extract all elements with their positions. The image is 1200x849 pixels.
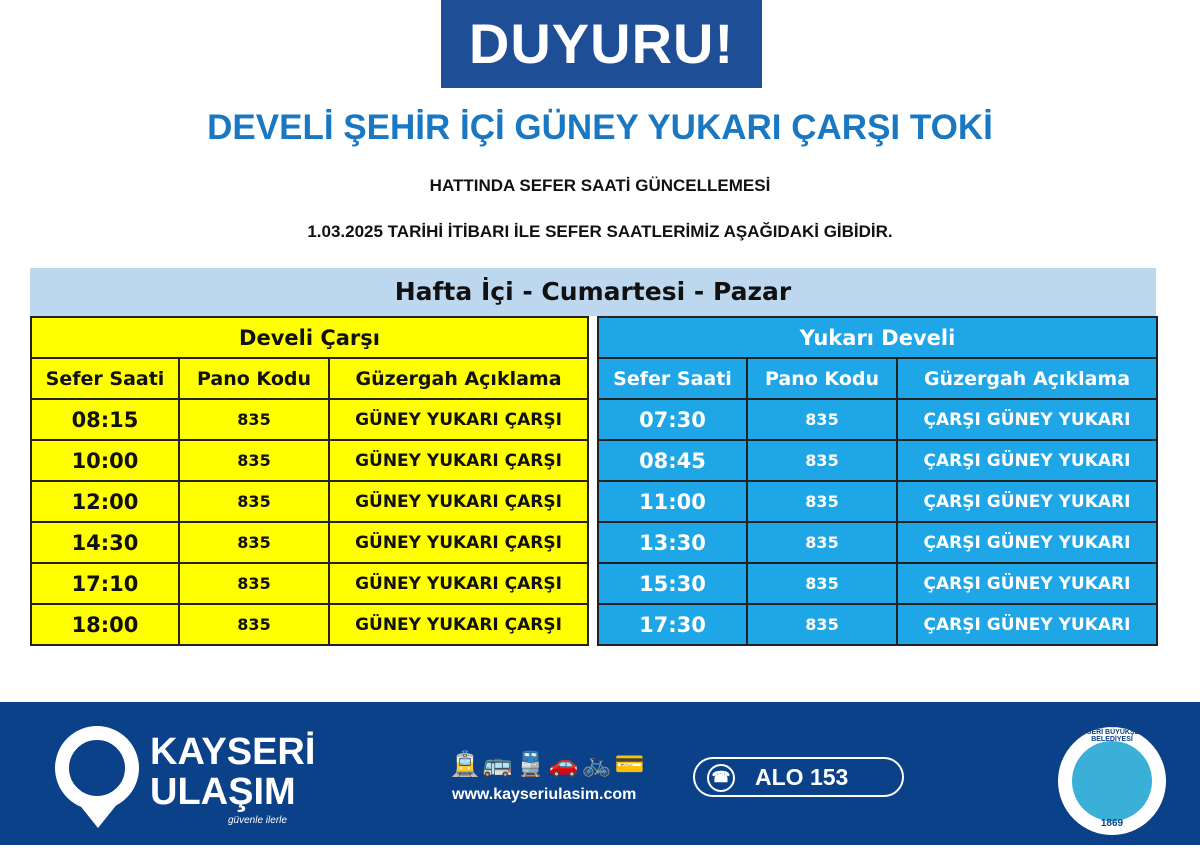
- municipality-seal: KAYSERİ BÜYÜKŞEHİR BELEDİYESİ 1869: [1055, 724, 1169, 838]
- logo: KAYSERİ ULAŞIM: [150, 732, 315, 812]
- cell-code: 835: [746, 398, 898, 441]
- station-name: Yukarı Develi: [597, 316, 1158, 359]
- develi-carsi-table: Develi Çarşı Sefer Saati Pano Kodu Güzergah…: [29, 316, 590, 646]
- announcement-banner: DUYURU!: [441, 0, 762, 88]
- seal-year: 1869: [1100, 818, 1124, 829]
- bus-icon: 🚌: [482, 751, 516, 778]
- cell-time: 07:30: [597, 398, 748, 441]
- cell-route: GÜNEY YUKARI ÇARŞI: [327, 521, 590, 564]
- cell-route: ÇARŞI GÜNEY YUKARI: [896, 603, 1158, 646]
- cell-route: ÇARŞI GÜNEY YUKARI: [896, 480, 1158, 523]
- seal-emblem-icon: [1072, 741, 1152, 821]
- cell-code: 835: [178, 562, 330, 605]
- table-row: 18:00 835 GÜNEY YUKARI ÇARŞI: [30, 603, 590, 646]
- cell-route: ÇARŞI GÜNEY YUKARI: [896, 398, 1158, 441]
- bicycle-icon: 🚲: [581, 751, 615, 778]
- cell-time: 17:10: [30, 562, 180, 605]
- cell-code: 835: [178, 521, 330, 564]
- notice: 1.03.2025 TARİHİ İTİBARI İLE SEFER SAATL…: [307, 222, 893, 241]
- cell-code: 835: [178, 603, 330, 646]
- cell-code: 835: [178, 398, 330, 441]
- logo-line2: ULAŞIM: [150, 771, 296, 813]
- cell-time: 10:00: [30, 439, 180, 482]
- table-row: 13:30 835 ÇARŞI GÜNEY YUKARI: [597, 521, 1158, 564]
- column-header-route: Güzergah Açıklama: [896, 357, 1158, 400]
- cell-route: ÇARŞI GÜNEY YUKARI: [896, 521, 1158, 564]
- cell-time: 17:30: [597, 603, 748, 646]
- footer: KAYSERİ ULAŞIM güvenle ilerle 🚊🚌🚆🚗🚲💳 www.…: [0, 702, 1200, 845]
- column-header-time: Sefer Saati: [30, 357, 180, 400]
- cell-code: 835: [746, 480, 898, 523]
- cell-route: ÇARŞI GÜNEY YUKARI: [896, 562, 1158, 605]
- cell-code: 835: [746, 603, 898, 646]
- cell-time: 18:00: [30, 603, 180, 646]
- table-row: 07:30 835 ÇARŞI GÜNEY YUKARI: [597, 398, 1158, 441]
- logo-line1: KAYSERİ: [150, 731, 316, 773]
- train-icon: 🚆: [515, 751, 549, 778]
- table-row: 11:00 835 ÇARŞI GÜNEY YUKARI: [597, 480, 1158, 523]
- cell-code: 835: [746, 439, 898, 482]
- yukari-develi-table: Yukarı Develi Sefer Saati Pano Kodu Güzerga…: [597, 316, 1158, 646]
- hotline-label: ALO 153: [755, 764, 849, 790]
- seal-name: KAYSERİ BÜYÜKŞEHİR BELEDİYESİ: [1072, 729, 1152, 743]
- cell-time: 08:15: [30, 398, 180, 441]
- cell-route: GÜNEY YUKARI ÇARŞI: [327, 480, 590, 523]
- cell-route: GÜNEY YUKARI ÇARŞI: [327, 562, 590, 605]
- column-header-time: Sefer Saati: [597, 357, 748, 400]
- table-row: 17:30 835 ÇARŞI GÜNEY YUKARI: [597, 603, 1158, 646]
- tram-icon: 🚊: [450, 751, 483, 778]
- column-header-code: Pano Kodu: [178, 357, 330, 400]
- cell-time: 11:00: [597, 480, 748, 523]
- days-header: Hafta İçi - Cumartesi - Pazar: [30, 268, 1156, 316]
- table-row: 08:45 835 ÇARŞI GÜNEY YUKARI: [597, 439, 1158, 482]
- cell-time: 15:30: [597, 562, 748, 605]
- table-row: 10:00 835 GÜNEY YUKARI ÇARŞI: [30, 439, 590, 482]
- cell-code: 835: [178, 480, 330, 523]
- parking-car-icon: 🚗: [548, 751, 582, 778]
- transport-icons: 🚊🚌🚆🚗🚲💳: [450, 750, 647, 779]
- cell-time: 08:45: [597, 439, 748, 482]
- card-icon: 💳: [614, 751, 648, 778]
- cell-route: GÜNEY YUKARI ÇARŞI: [327, 398, 590, 441]
- cell-time: 12:00: [30, 480, 180, 523]
- subtitle: HATTINDA SEFER SAATİ GÜNCELLEMESİ: [429, 176, 771, 195]
- cell-route: GÜNEY YUKARI ÇARŞI: [327, 603, 590, 646]
- table-row: 15:30 835 ÇARŞI GÜNEY YUKARI: [597, 562, 1158, 605]
- cell-route: ÇARŞI GÜNEY YUKARI: [896, 439, 1158, 482]
- slogan: güvenle ilerle: [228, 815, 287, 826]
- cell-route: GÜNEY YUKARI ÇARŞI: [327, 439, 590, 482]
- table-row: 17:10 835 GÜNEY YUKARI ÇARŞI: [30, 562, 590, 605]
- cell-time: 13:30: [597, 521, 748, 564]
- cell-code: 835: [746, 521, 898, 564]
- table-row: 12:00 835 GÜNEY YUKARI ÇARŞI: [30, 480, 590, 523]
- cell-code: 835: [746, 562, 898, 605]
- cell-time: 14:30: [30, 521, 180, 564]
- phone-icon: ☎: [707, 764, 735, 792]
- route-title: DEVELİ ŞEHİR İÇİ GÜNEY YUKARI ÇARŞI TOKİ: [207, 108, 993, 147]
- column-header-route: Güzergah Açıklama: [327, 357, 590, 400]
- hotline[interactable]: ☎ ALO 153: [693, 757, 904, 797]
- station-name: Develi Çarşı: [29, 316, 590, 359]
- cell-code: 835: [178, 439, 330, 482]
- website-link[interactable]: www.kayseriulasim.com: [452, 786, 637, 803]
- column-header-code: Pano Kodu: [746, 357, 898, 400]
- table-row: 08:15 835 GÜNEY YUKARI ÇARŞI: [30, 398, 590, 441]
- location-pin-tip-icon: [74, 798, 122, 828]
- table-row: 14:30 835 GÜNEY YUKARI ÇARŞI: [30, 521, 590, 564]
